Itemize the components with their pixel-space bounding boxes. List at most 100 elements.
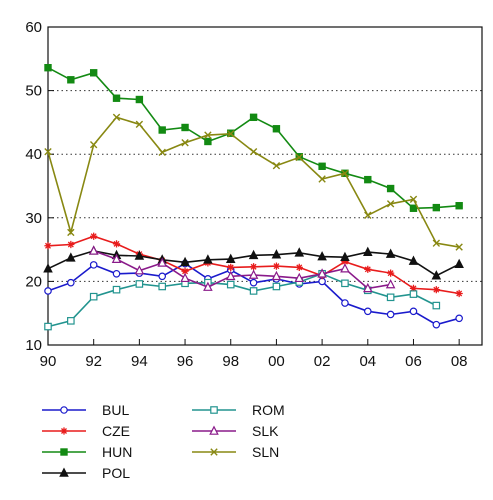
series-cze (44, 232, 463, 298)
y-tick-label: 30 (25, 210, 42, 227)
data-point (363, 246, 373, 256)
data-point (249, 113, 258, 122)
data-point (67, 228, 75, 237)
data-point (135, 95, 144, 104)
data-point (180, 272, 190, 283)
data-point (318, 162, 326, 170)
data-point (44, 287, 52, 295)
data-point (134, 250, 145, 260)
data-point (272, 262, 281, 270)
data-point (432, 239, 441, 247)
data-point (455, 202, 463, 210)
data-point (317, 251, 327, 261)
data-point (181, 139, 189, 147)
data-point (135, 280, 144, 288)
plot-frame (47, 26, 483, 346)
data-point (387, 269, 395, 277)
data-point (409, 195, 418, 204)
data-point (409, 290, 418, 298)
data-point (203, 281, 213, 291)
x-axis: 90 92 94 96 98 00 02 04 06 08 (40, 339, 468, 370)
data-point (318, 175, 326, 183)
data-point (317, 268, 327, 278)
data-point (432, 286, 440, 294)
data-point (44, 64, 52, 72)
data-point (89, 140, 98, 149)
legend-marker (60, 406, 68, 414)
data-point (112, 269, 121, 278)
data-point (248, 249, 259, 260)
data-point (249, 147, 258, 156)
data-point (112, 285, 121, 294)
x-tick-label: 04 (359, 353, 376, 370)
x-tick-label: 92 (85, 353, 102, 370)
data-point (204, 131, 212, 139)
x-tick-label: 08 (451, 353, 468, 370)
legend: BUL CZE HUN POL ROM SLK SLN (42, 402, 285, 481)
legend-item: BUL (42, 402, 129, 418)
data-point (386, 200, 395, 208)
data-point (454, 258, 464, 269)
data-point (158, 148, 166, 156)
y-tick-label: 20 (25, 273, 42, 290)
data-point (67, 278, 75, 287)
data-point (432, 203, 441, 212)
x-tick-label: 98 (222, 353, 239, 370)
data-point (158, 282, 167, 291)
data-point (157, 257, 167, 267)
legend-item: SLN (192, 444, 279, 460)
y-tick-label: 50 (25, 83, 42, 100)
data-point (134, 265, 145, 275)
data-point (44, 147, 52, 156)
data-point (341, 299, 349, 307)
legend-item: POL (42, 465, 130, 481)
legend-label: SLN (252, 444, 279, 460)
legend-label: SLK (252, 423, 279, 439)
data-point (271, 249, 282, 259)
data-point (432, 320, 441, 329)
data-point (89, 261, 98, 269)
legend-marker (59, 467, 69, 477)
series-slk (88, 245, 396, 293)
data-point (181, 267, 189, 275)
data-point (181, 123, 189, 132)
y-tick-label: 60 (25, 19, 42, 36)
data-point (67, 240, 75, 249)
data-point (385, 248, 396, 258)
legend-item: SLK (192, 423, 279, 439)
x-tick-label: 02 (314, 353, 331, 370)
data-point (340, 251, 350, 262)
data-point (112, 240, 121, 248)
data-point (44, 242, 52, 250)
y-tick-label: 40 (25, 146, 42, 163)
data-point (111, 253, 122, 263)
data-point (341, 169, 349, 177)
data-point (112, 113, 121, 122)
data-point (385, 279, 396, 289)
x-tick-label: 00 (268, 353, 285, 370)
data-point (295, 153, 303, 162)
x-tick-label: 94 (131, 353, 148, 370)
data-point (90, 232, 98, 240)
x-tick-label: 06 (405, 353, 422, 370)
data-point (180, 256, 190, 267)
data-point (43, 263, 53, 273)
data-point (135, 120, 144, 129)
data-point (66, 252, 76, 262)
data-point (158, 126, 166, 134)
data-point (364, 175, 372, 184)
data-point (341, 258, 349, 266)
data-point (363, 282, 373, 293)
data-point (249, 287, 258, 295)
data-point (386, 293, 395, 302)
data-point (249, 278, 258, 287)
legend-marker (209, 425, 219, 435)
data-point (409, 284, 418, 292)
legend-label: BUL (102, 402, 129, 418)
data-point (248, 269, 259, 279)
data-point (294, 247, 305, 257)
data-point (227, 130, 235, 138)
legend-label: CZE (102, 423, 130, 439)
legend-marker (210, 406, 218, 414)
